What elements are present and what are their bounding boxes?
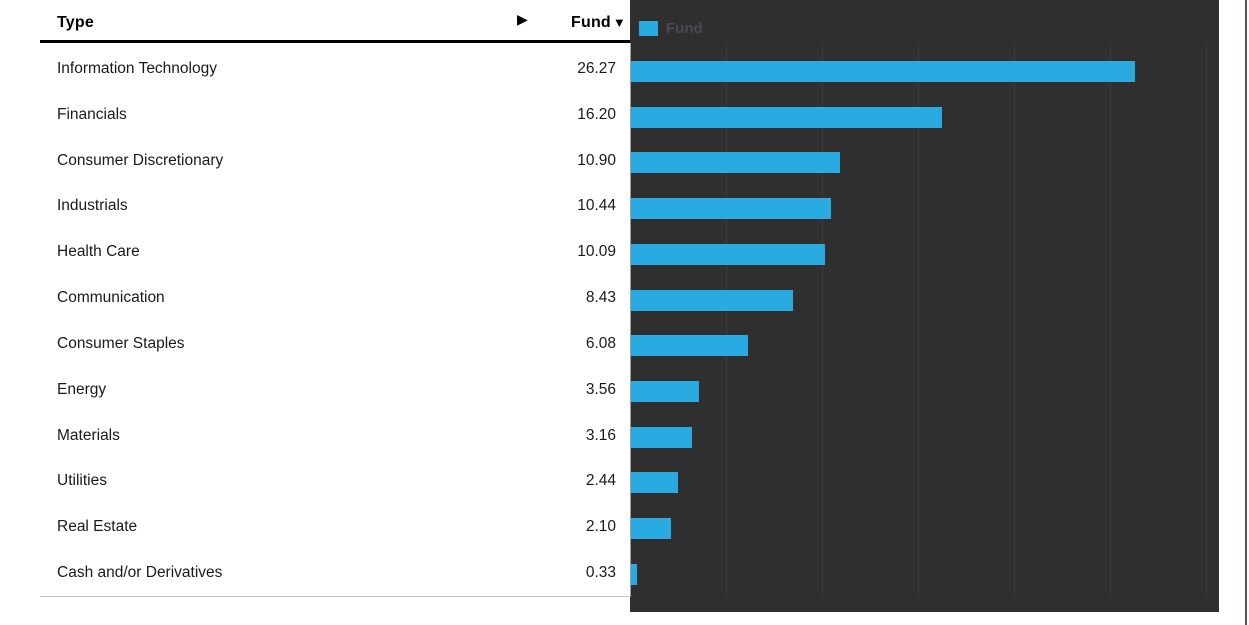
gridline bbox=[917, 43, 919, 597]
table-header-row: Type ▶ Fund ▼ bbox=[40, 0, 630, 43]
fund-bar[interactable] bbox=[631, 518, 672, 539]
table-row: Financials 16.20 bbox=[40, 92, 630, 138]
fund-value-cell: 10.44 bbox=[577, 197, 616, 215]
sector-type-cell: Real Estate bbox=[57, 518, 138, 536]
fund-bar[interactable] bbox=[631, 563, 638, 585]
table-row: Energy 3.56 bbox=[40, 367, 630, 413]
fund-bar[interactable] bbox=[631, 289, 793, 311]
sector-type-cell: Materials bbox=[57, 426, 120, 444]
legend-item-fund[interactable]: Fund bbox=[639, 20, 703, 37]
fund-bar[interactable] bbox=[631, 335, 748, 357]
x-axis-line bbox=[630, 43, 631, 597]
sort-descending-icon: ▼ bbox=[612, 15, 626, 30]
fund-value-cell: 2.10 bbox=[585, 518, 616, 536]
fund-value-cell: 10.09 bbox=[577, 243, 616, 261]
sector-weightings-table: Type ▶ Fund ▼ Information Technology 26.27… bbox=[40, 0, 630, 597]
sector-type-cell: Cash and/or Derivatives bbox=[57, 564, 223, 582]
table-row: Real Estate 2.10 bbox=[40, 504, 630, 550]
fund-value-cell: 16.20 bbox=[577, 105, 616, 123]
table-row: Information Technology 26.27 bbox=[40, 46, 630, 92]
table-row: Health Care 10.09 bbox=[40, 229, 630, 275]
sector-type-cell: Financials bbox=[57, 105, 127, 123]
table-row: Consumer Discretionary 10.90 bbox=[40, 138, 630, 184]
sector-type-cell: Communication bbox=[57, 289, 165, 307]
fund-value-cell: 8.43 bbox=[585, 289, 616, 307]
fund-bar-chart: Fund bbox=[630, 0, 1219, 612]
sector-type-cell: Consumer Staples bbox=[57, 334, 185, 352]
expand-column-icon[interactable]: ▶ bbox=[517, 11, 528, 27]
fund-bar[interactable] bbox=[631, 198, 832, 220]
fund-value-cell: 3.56 bbox=[585, 380, 616, 398]
fund-bar[interactable] bbox=[631, 243, 825, 265]
table-body: Information Technology 26.27 Financials 16.… bbox=[40, 46, 630, 597]
table-row: Industrials 10.44 bbox=[40, 183, 630, 229]
fund-value-cell: 0.33 bbox=[585, 564, 616, 582]
fund-bar[interactable] bbox=[631, 106, 942, 128]
table-row: Utilities 2.44 bbox=[40, 458, 630, 504]
sector-type-cell: Energy bbox=[57, 380, 107, 398]
fund-bar[interactable] bbox=[631, 380, 700, 402]
fund-value-cell: 6.08 bbox=[585, 334, 616, 352]
table-row: Communication 8.43 bbox=[40, 275, 630, 321]
fund-value-cell: 26.27 bbox=[577, 59, 616, 77]
gridline bbox=[1109, 43, 1111, 597]
fund-bar[interactable] bbox=[631, 61, 1135, 82]
legend-fund-label: Fund bbox=[666, 20, 703, 37]
fund-header-label: Fund bbox=[571, 14, 611, 31]
column-header-type[interactable]: Type bbox=[57, 14, 94, 31]
gridline bbox=[725, 43, 727, 597]
fund-bar[interactable] bbox=[631, 152, 841, 174]
fund-bar[interactable] bbox=[631, 472, 678, 494]
sector-type-cell: Consumer Discretionary bbox=[57, 151, 224, 169]
sector-type-cell: Industrials bbox=[57, 197, 128, 215]
page-right-border bbox=[1245, 0, 1247, 625]
table-row: Cash and/or Derivatives 0.33 bbox=[40, 550, 630, 596]
fund-value-cell: 10.90 bbox=[577, 151, 616, 169]
table-row: Materials 3.16 bbox=[40, 413, 630, 459]
table-row: Consumer Staples 6.08 bbox=[40, 321, 630, 367]
fund-value-cell: 3.16 bbox=[585, 426, 616, 444]
fund-bar[interactable] bbox=[631, 426, 692, 448]
sector-type-cell: Utilities bbox=[57, 472, 107, 490]
fund-value-cell: 2.44 bbox=[585, 472, 616, 490]
sector-type-cell: Information Technology bbox=[57, 59, 217, 77]
sector-type-cell: Health Care bbox=[57, 243, 140, 261]
legend-fund-swatch-icon bbox=[639, 21, 658, 36]
gridline bbox=[1205, 43, 1207, 597]
gridline bbox=[821, 43, 823, 597]
gridline bbox=[1013, 43, 1015, 597]
column-header-fund[interactable]: Fund ▼ bbox=[571, 14, 626, 32]
